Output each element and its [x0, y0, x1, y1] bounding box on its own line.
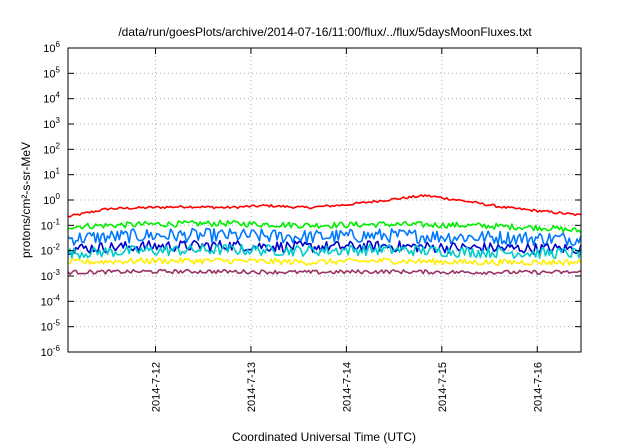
y-tick-label: 10-5 [41, 319, 61, 334]
series-line-2 [67, 219, 582, 234]
series-line-3 [67, 227, 582, 247]
x-tick-label: 2014-7-13 [246, 362, 258, 412]
chart-title: /data/run/goesPlots/archive/2014-07-16/1… [118, 25, 532, 39]
y-axis-label: protons/cm²-s-sr-MeV [19, 142, 33, 258]
y-tick-label: 10-2 [41, 243, 61, 258]
x-tick-label: 2014-7-14 [341, 362, 353, 412]
y-tick-label: 102 [43, 141, 60, 156]
series-line-5 [67, 243, 582, 260]
y-axis-ticks: 106 105 104 103 102 101 100 10-1 10-2 10-3 10-4 10-… [41, 40, 581, 359]
y-tick-label: 10-4 [41, 293, 61, 308]
series-line-7 [67, 268, 582, 276]
x-axis-ticks: 2014-7-12 2014-7-13 2014-7-14 2014-7-15 2014… [150, 48, 544, 412]
x-axis-label: Coordinated Universal Time (UTC) [232, 430, 416, 444]
series-group [67, 194, 582, 276]
y-tick-label: 10-1 [41, 217, 61, 232]
series-line-6 [67, 256, 582, 267]
y-tick-label: 103 [43, 116, 60, 131]
x-tick-label: 2014-7-12 [150, 362, 162, 412]
y-tick-label: 106 [43, 40, 60, 55]
x-tick-label: 2014-7-15 [437, 362, 449, 412]
y-tick-label: 105 [43, 65, 60, 80]
y-tick-label: 101 [43, 167, 60, 182]
x-tick-label: 2014-7-16 [532, 362, 544, 412]
y-tick-label: 10-3 [41, 268, 61, 283]
y-tick-label: 104 [43, 91, 60, 106]
y-tick-label: 100 [43, 192, 60, 207]
y-tick-label: 10-6 [41, 344, 61, 359]
series-line-4 [67, 239, 582, 255]
series-line-1 [67, 194, 582, 218]
grid-lines [68, 48, 581, 352]
